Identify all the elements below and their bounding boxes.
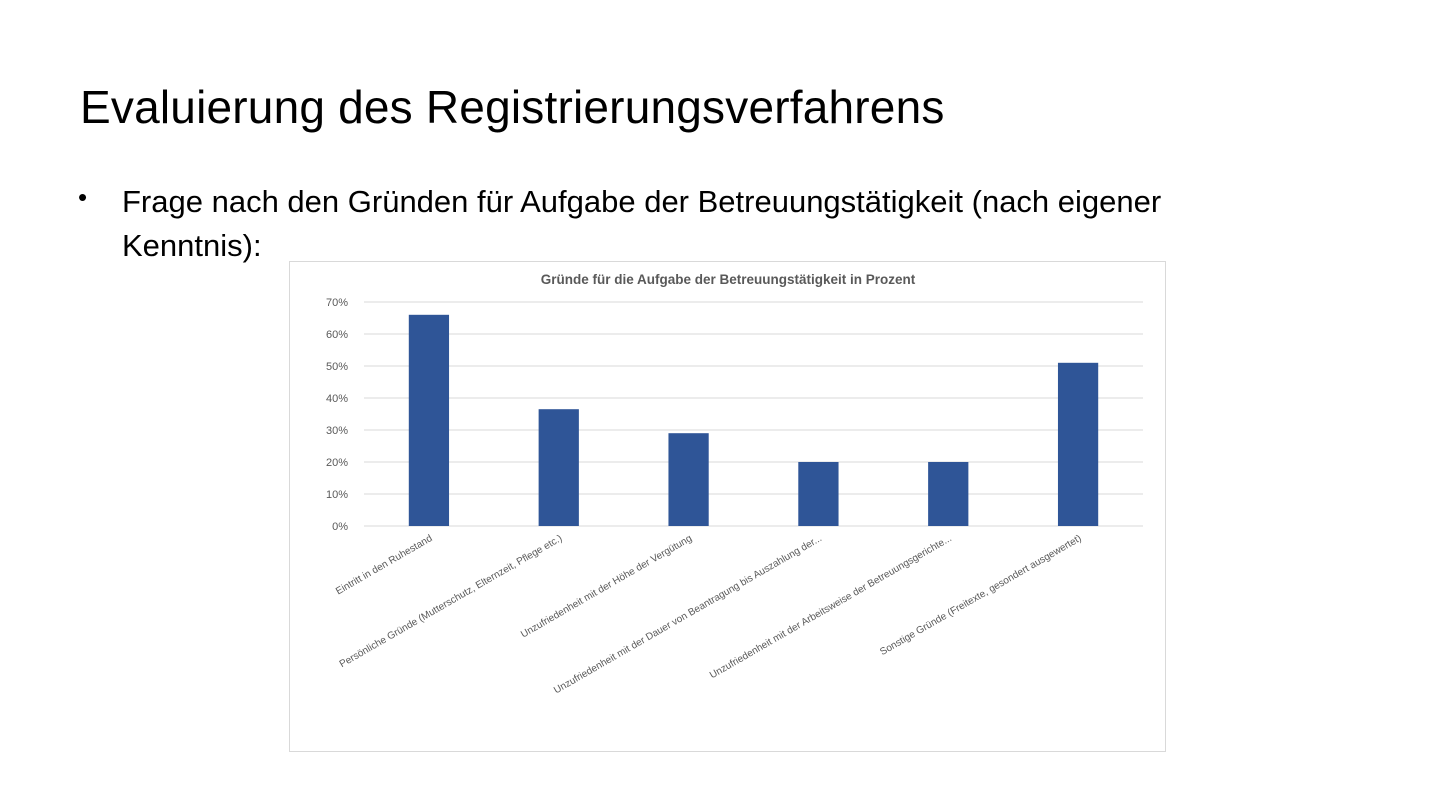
y-tick-label: 20% [326, 457, 348, 469]
category-label: Eintritt in den Ruhestand [334, 533, 434, 597]
y-tick-label: 60% [326, 329, 348, 341]
gridlines [364, 301, 1143, 527]
chart-title: Gründe für die Aufgabe der Betreuungstät… [541, 272, 916, 287]
bar[interactable] [408, 314, 450, 526]
category-label: Persönliche Gründe (Mutterschutz, Eltern… [338, 533, 564, 670]
bar[interactable] [538, 409, 579, 526]
bars [408, 314, 1099, 526]
y-tick-label: 40% [326, 393, 348, 405]
bar[interactable] [1057, 362, 1099, 526]
category-label: Sonstige Gründe (Freitexte, gesondert au… [878, 533, 1083, 658]
category-label: Unzufriedenheit mit der Dauer von Beantr… [552, 533, 824, 696]
bar[interactable] [798, 462, 839, 526]
bar[interactable] [668, 433, 709, 526]
bar[interactable] [928, 462, 969, 526]
y-tick-label: 0% [332, 521, 348, 533]
bullet-dot-icon: • [78, 182, 88, 212]
bullet-text: Frage nach den Gründen für Aufgabe der B… [122, 184, 1162, 263]
y-axis-ticks: 0% 10% 20% 30% 40% 50% 60% 70% [326, 297, 348, 533]
y-tick-label: 70% [326, 297, 348, 309]
bar-chart: Gründe für die Aufgabe der Betreuungstät… [326, 272, 1143, 696]
y-tick-label: 30% [326, 425, 348, 437]
slide-title: Evaluierung des Registrierungsverfahrens [80, 81, 945, 133]
y-tick-label: 10% [326, 489, 348, 501]
y-tick-label: 50% [326, 361, 348, 373]
category-label: Unzufriedenheit mit der Arbeitsweise der… [708, 533, 954, 681]
chart-frame[interactable]: Gründe für die Aufgabe der Betreuungstät… [289, 261, 1166, 752]
